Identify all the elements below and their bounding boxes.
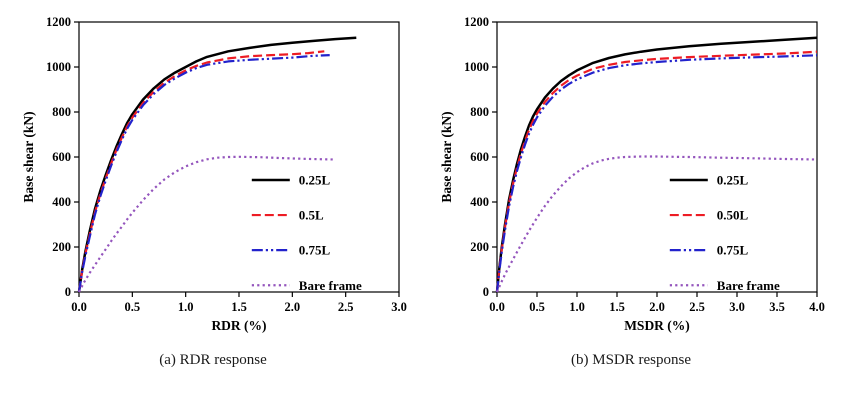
svg-text:200: 200 — [52, 240, 71, 254]
svg-text:400: 400 — [52, 195, 71, 209]
svg-text:Bare frame: Bare frame — [717, 278, 780, 293]
svg-text:0.5: 0.5 — [125, 300, 141, 314]
svg-text:MSDR (%): MSDR (%) — [624, 318, 690, 333]
chart-msdr-plot: 0.0 0.5 1.0 1.5 2.0 2.5 3.0 3.5 4.0 0 200 400 600 800… — [435, 8, 827, 340]
svg-text:1000: 1000 — [464, 60, 489, 74]
svg-text:2.0: 2.0 — [649, 300, 665, 314]
svg-text:0.0: 0.0 — [71, 300, 87, 314]
svg-text:2.0: 2.0 — [285, 300, 301, 314]
figure-row: 0.0 0.5 1.0 1.5 2.0 2.5 3.0 0 200 400 600 800 1000 12… — [17, 8, 827, 369]
svg-text:1200: 1200 — [464, 15, 489, 29]
chart-rdr-figure: 0.0 0.5 1.0 1.5 2.0 2.5 3.0 0 200 400 600 800 1000 12… — [17, 8, 409, 369]
svg-text:Base shear (kN): Base shear (kN) — [21, 111, 36, 202]
svg-text:4.0: 4.0 — [809, 300, 825, 314]
svg-text:1.0: 1.0 — [569, 300, 585, 314]
svg-text:0.5L: 0.5L — [299, 208, 324, 223]
svg-text:400: 400 — [470, 195, 489, 209]
svg-text:600: 600 — [52, 150, 71, 164]
svg-text:1.0: 1.0 — [178, 300, 194, 314]
svg-text:0.50L: 0.50L — [717, 208, 749, 223]
svg-text:RDR (%): RDR (%) — [211, 318, 266, 333]
svg-text:2.5: 2.5 — [338, 300, 354, 314]
svg-text:0: 0 — [65, 285, 71, 299]
svg-text:0.25L: 0.25L — [717, 172, 749, 187]
svg-text:3.5: 3.5 — [769, 300, 785, 314]
svg-text:1000: 1000 — [46, 60, 71, 74]
svg-text:Base shear (kN): Base shear (kN) — [439, 111, 454, 202]
svg-text:0.5: 0.5 — [529, 300, 545, 314]
svg-text:0.25L: 0.25L — [299, 172, 331, 187]
svg-text:0.75L: 0.75L — [717, 243, 749, 258]
chart-rdr-caption: (a) RDR response — [159, 352, 267, 368]
svg-text:200: 200 — [470, 240, 489, 254]
chart-rdr-plot: 0.0 0.5 1.0 1.5 2.0 2.5 3.0 0 200 400 600 800 1000 12… — [17, 8, 409, 340]
svg-text:0.75L: 0.75L — [299, 243, 331, 258]
svg-text:800: 800 — [470, 105, 489, 119]
svg-text:0.0: 0.0 — [489, 300, 505, 314]
svg-text:1200: 1200 — [46, 15, 71, 29]
svg-text:1.5: 1.5 — [609, 300, 625, 314]
svg-text:600: 600 — [470, 150, 489, 164]
svg-text:800: 800 — [52, 105, 71, 119]
svg-text:3.0: 3.0 — [391, 300, 407, 314]
svg-text:Bare frame: Bare frame — [299, 278, 362, 293]
chart-msdr-figure: 0.0 0.5 1.0 1.5 2.0 2.5 3.0 3.5 4.0 0 200 400 600 800… — [435, 8, 827, 369]
chart-msdr-caption: (b) MSDR response — [571, 352, 691, 368]
svg-text:2.5: 2.5 — [689, 300, 705, 314]
svg-text:3.0: 3.0 — [729, 300, 745, 314]
svg-text:0: 0 — [483, 285, 489, 299]
svg-text:1.5: 1.5 — [231, 300, 247, 314]
